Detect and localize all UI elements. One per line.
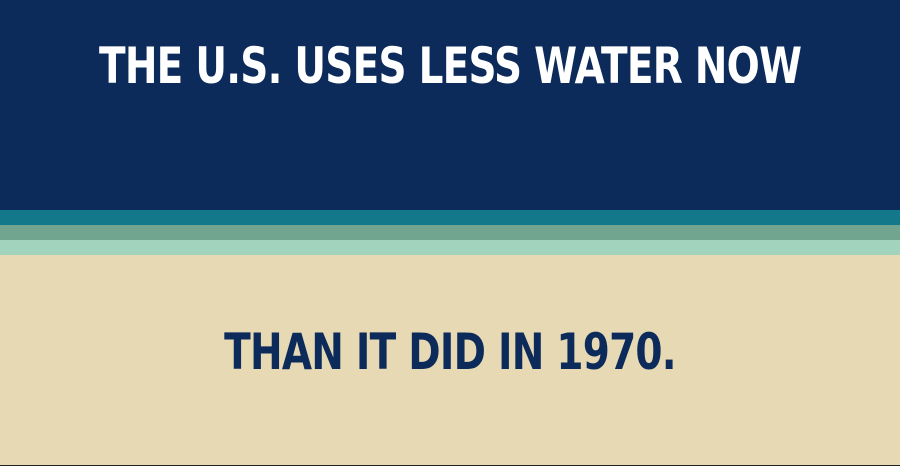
top-navy-panel <box>0 0 900 210</box>
headline-line-2: THAN IT DID IN 1970. <box>224 323 676 381</box>
sage-stripe <box>0 225 900 240</box>
mint-stripe <box>0 240 900 255</box>
teal-stripe <box>0 210 900 225</box>
headline-line-1: THE U.S. USES LESS WATER NOW <box>99 37 802 95</box>
bottom-sand-panel <box>0 255 900 465</box>
